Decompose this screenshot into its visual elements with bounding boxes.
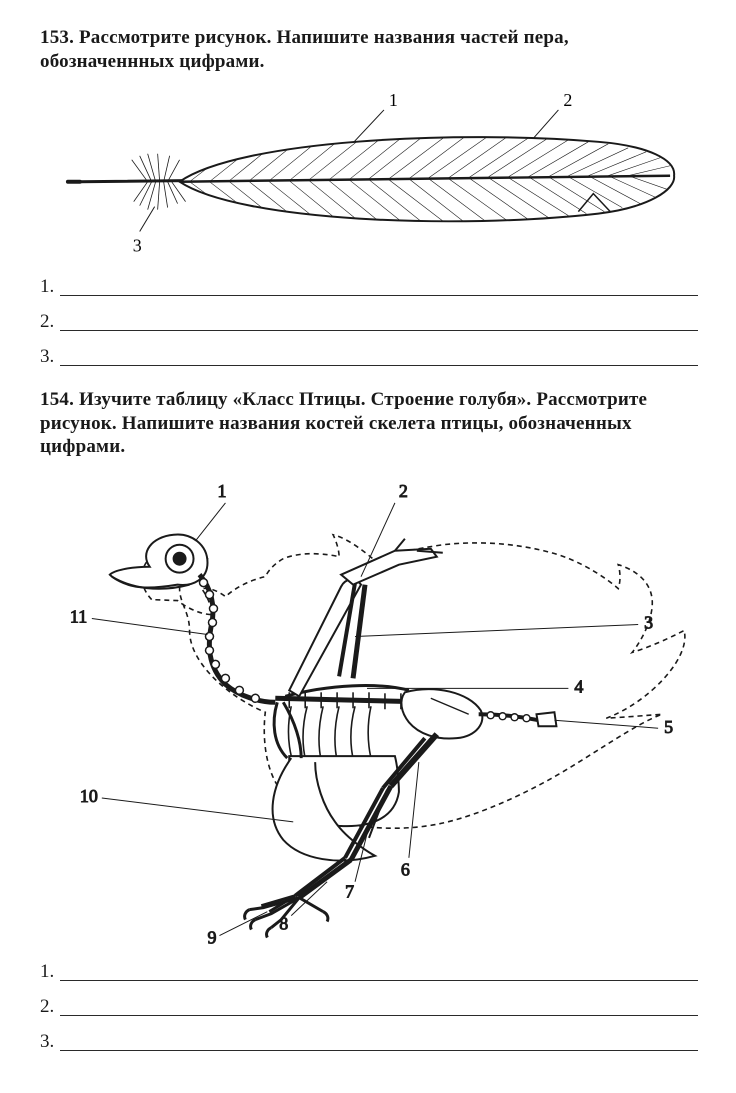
blank-rule — [60, 1050, 698, 1051]
pygostyle — [536, 712, 556, 726]
task-154-text-1: Изучите таблицу «Класс Птицы. Строение г… — [79, 389, 531, 410]
skel-label-3: 3 — [644, 613, 653, 633]
answer-line-2[interactable]: 2. — [40, 312, 698, 331]
feather-label-3: 3 — [133, 235, 142, 255]
task-154-number: 154. — [40, 389, 74, 410]
task-153-prompt: 153. Рассмотрите рисунок. Напишите назва… — [40, 26, 698, 74]
blank-rule — [60, 980, 698, 981]
answer-line-2-label: 2. — [40, 997, 60, 1016]
blank-rule — [60, 1015, 698, 1016]
answer-line-2-label: 2. — [40, 312, 60, 331]
task-154-answer-lines: 1. 2. 3. — [40, 962, 698, 1051]
skel-label-2: 2 — [399, 481, 408, 501]
pigeon-skeleton — [110, 535, 557, 938]
answer-line-1-label: 1. — [40, 277, 60, 296]
answer-line-1-label: 1. — [40, 962, 60, 981]
humerus — [289, 580, 361, 697]
answer-line-2[interactable]: 2. — [40, 997, 698, 1016]
feather-label-2: 2 — [563, 89, 572, 109]
task-153-answer-lines: 1. 2. 3. — [40, 277, 698, 366]
skel-label-4: 4 — [574, 677, 583, 697]
skel-label-5: 5 — [664, 717, 673, 737]
task-154-figure-pigeon-skeleton: 1 2 3 4 5 6 7 8 9 10 11 — [40, 467, 698, 946]
skel-label-8: 8 — [279, 914, 288, 934]
task-154-prompt: 154. Изучите таблицу «Класс Птицы. Строе… — [40, 388, 698, 459]
task-153-figure-feather: 1 2 3 — [40, 82, 698, 261]
answer-line-1[interactable]: 1. — [40, 277, 698, 296]
skel-label-1: 1 — [217, 481, 226, 501]
manus — [341, 549, 437, 585]
answer-line-1[interactable]: 1. — [40, 962, 698, 981]
skel-label-7: 7 — [345, 882, 354, 902]
answer-line-3-label: 3. — [40, 347, 60, 366]
blank-rule — [60, 330, 698, 331]
task-153-number: 153. — [40, 27, 74, 48]
skel-label-11: 11 — [70, 607, 87, 627]
blank-rule — [60, 295, 698, 296]
femur — [391, 734, 437, 786]
skel-label-10: 10 — [80, 786, 98, 806]
pelvis — [401, 689, 482, 738]
blank-rule — [60, 365, 698, 366]
skel-label-6: 6 — [401, 860, 410, 880]
answer-line-3[interactable]: 3. — [40, 347, 698, 366]
task-153-text: Рассмотрите рисунок. Напишите названия ч… — [40, 27, 569, 72]
answer-line-3[interactable]: 3. — [40, 1032, 698, 1051]
feather-label-1: 1 — [389, 89, 398, 109]
skel-label-9: 9 — [207, 928, 216, 946]
ulna — [353, 585, 365, 679]
tarsometatarsus — [299, 860, 351, 898]
answer-line-3-label: 3. — [40, 1032, 60, 1051]
